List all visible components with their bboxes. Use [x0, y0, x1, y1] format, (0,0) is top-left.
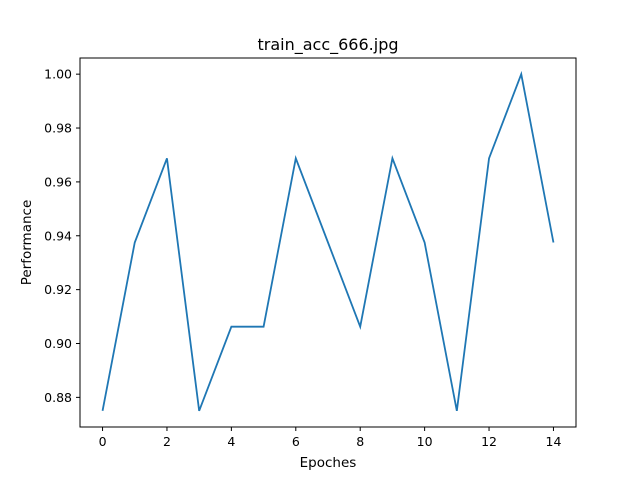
plot-frame	[79, 57, 577, 428]
series-line	[101, 70, 555, 412]
x-tick-label: 4	[227, 434, 235, 449]
x-tick-label: 14	[546, 434, 562, 449]
x-axis-ticks: 0 2 4 6 8 10 12 14	[99, 427, 562, 449]
y-tick-label: 0.96	[44, 174, 72, 189]
chart-title: train_acc_666.jpg	[257, 35, 398, 55]
y-tick-label: 0.90	[44, 336, 72, 351]
y-axis-ticks: 0.88 0.90 0.92 0.94 0.96 0.98 1.00	[44, 67, 80, 405]
x-tick-label: 0	[99, 434, 107, 449]
x-tick-label: 2	[163, 434, 171, 449]
x-tick-label: 10	[417, 434, 433, 449]
y-tick-label: 0.88	[44, 390, 72, 405]
y-tick-label: 0.98	[44, 121, 72, 136]
x-axis-label: Epoches	[300, 455, 357, 471]
y-axis-label: Performance	[19, 200, 35, 286]
x-tick-label: 8	[356, 434, 364, 449]
y-tick-label: 0.92	[44, 282, 72, 297]
x-tick-label: 12	[481, 434, 497, 449]
plot-area	[101, 70, 555, 412]
x-tick-label: 6	[292, 434, 300, 449]
y-tick-label: 0.94	[44, 228, 72, 243]
y-tick-label: 1.00	[44, 67, 72, 82]
